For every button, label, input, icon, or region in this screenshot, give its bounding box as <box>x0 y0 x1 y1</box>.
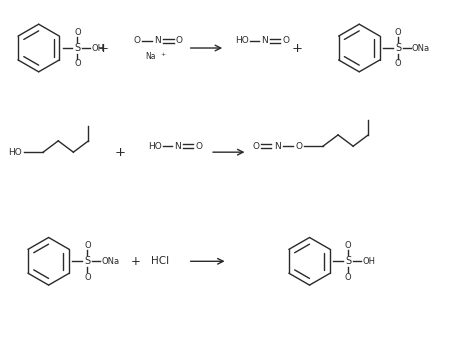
Text: O: O <box>395 28 401 37</box>
Text: N: N <box>175 142 181 151</box>
Text: O: O <box>395 59 401 68</box>
Text: S: S <box>74 43 80 53</box>
Text: N: N <box>155 36 161 45</box>
Text: S: S <box>84 256 91 266</box>
Text: ONa: ONa <box>412 43 430 52</box>
Text: O: O <box>176 36 183 45</box>
Text: +: + <box>160 52 165 57</box>
Text: N: N <box>261 36 268 45</box>
Text: HO: HO <box>149 142 162 151</box>
Text: O: O <box>74 28 81 37</box>
Text: S: S <box>395 43 401 53</box>
Text: OH: OH <box>91 43 104 52</box>
Text: HO: HO <box>236 36 249 45</box>
Text: O: O <box>133 36 140 45</box>
Text: O: O <box>74 59 81 68</box>
Text: HO: HO <box>8 148 22 157</box>
Text: ONa: ONa <box>101 257 119 266</box>
Text: O: O <box>345 241 352 250</box>
Text: S: S <box>345 256 352 266</box>
Text: O: O <box>196 142 203 151</box>
Text: N: N <box>274 142 280 151</box>
Text: O: O <box>84 273 91 282</box>
Text: O: O <box>283 36 290 45</box>
Text: HCl: HCl <box>152 256 170 266</box>
Text: O: O <box>84 241 91 250</box>
Text: Na: Na <box>145 52 156 61</box>
Text: OH: OH <box>362 257 375 266</box>
Text: O: O <box>295 142 302 151</box>
Text: +: + <box>131 255 140 268</box>
Text: +: + <box>114 146 125 159</box>
Text: +: + <box>292 42 303 54</box>
Text: +: + <box>98 42 109 54</box>
Text: O: O <box>345 273 352 282</box>
Text: O: O <box>252 142 259 151</box>
